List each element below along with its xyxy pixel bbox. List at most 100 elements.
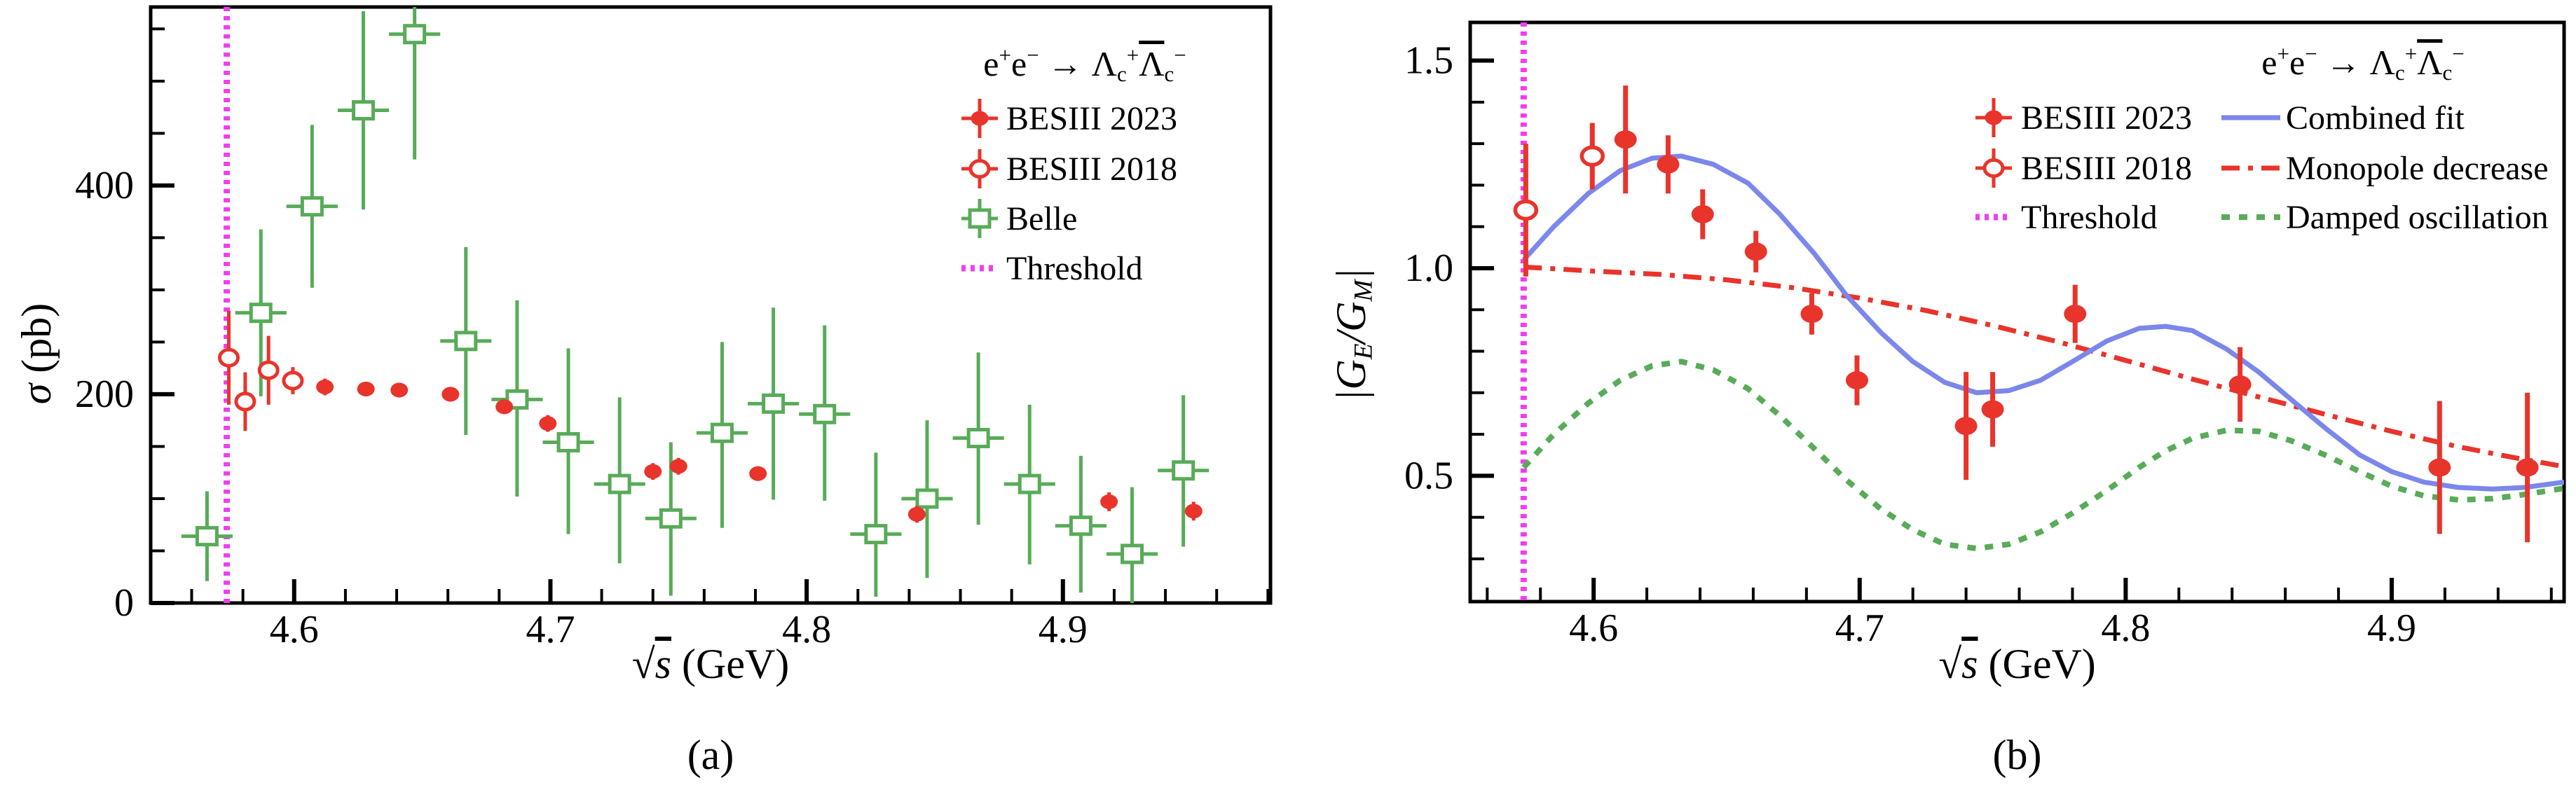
filled-circle-marker bbox=[357, 381, 375, 396]
legend-a: e+e− → Λc+Λc− BESIII 2023 BESIII 2018 Belle… bbox=[961, 43, 1186, 287]
legend-entry-label: BESIII 2018 bbox=[1006, 151, 1177, 188]
filled-circle-marker bbox=[1744, 242, 1767, 261]
filled-circle-marker bbox=[2228, 375, 2252, 394]
open-square-marker bbox=[968, 208, 992, 229]
open-square-marker bbox=[966, 428, 990, 449]
filled-circle-marker bbox=[1657, 155, 1680, 174]
open-square-marker bbox=[1121, 543, 1144, 564]
legend-entry-besiii-2018: BESIII 2018 bbox=[961, 149, 1177, 188]
open-square-marker bbox=[608, 473, 631, 494]
legend-entry-label: Monopole decrease bbox=[2286, 150, 2549, 187]
legend-entry-label: Combined fit bbox=[2286, 99, 2465, 137]
open-square-marker bbox=[556, 431, 580, 452]
x-tick-label: 4.6 bbox=[1569, 607, 1618, 650]
x-axis-label: √s (GeV) bbox=[1938, 641, 2096, 687]
y-tick-label: 400 bbox=[75, 164, 134, 207]
legend-entry-besiii-2023: BESIII 2023 bbox=[1975, 98, 2192, 137]
curve-combined-fit bbox=[1521, 153, 2564, 492]
axis-ticks bbox=[151, 27, 1270, 605]
legend-title: e+e− → Λc+Λc− bbox=[2261, 41, 2464, 85]
open-square-marker bbox=[659, 508, 683, 529]
legend-entry-damped-oscillation: Damped oscillation bbox=[2221, 199, 2549, 236]
filled-circle-marker bbox=[1985, 110, 2003, 125]
filled-circle-marker bbox=[2516, 458, 2539, 477]
filled-circle-marker bbox=[1981, 400, 2004, 419]
chart-a: 4.6 4.7 4.8 4.9 0 200 400 √s (GeV) σ (pb) (a) e+e−… bbox=[13, 5, 1273, 778]
legend-entry-label: Threshold bbox=[2021, 199, 2158, 236]
legend-entry-besiii-2023: BESIII 2023 bbox=[961, 99, 1177, 138]
x-tick-label: 4.9 bbox=[1039, 608, 1088, 651]
legend-entry-combined-fit: Combined fit bbox=[2221, 99, 2465, 137]
series-combined-fit bbox=[1521, 153, 2564, 492]
legend-entry-besiii-2018: BESIII 2018 bbox=[1975, 148, 2192, 188]
filled-circle-marker bbox=[1614, 130, 1637, 149]
x-tick-label: 4.6 bbox=[270, 608, 319, 651]
open-square-marker bbox=[864, 524, 888, 545]
legend-entry-label: Threshold bbox=[1006, 250, 1143, 287]
legend-entry-label: BESIII 2023 bbox=[1006, 100, 1177, 137]
x-tick-label: 4.7 bbox=[1835, 607, 1884, 650]
filled-circle-marker bbox=[2428, 458, 2451, 477]
curve-damped-oscillation bbox=[1521, 359, 2564, 552]
legend-entry-label: BESIII 2018 bbox=[2021, 150, 2192, 187]
x-axis-label: √s (GeV) bbox=[632, 641, 790, 687]
open-circle-marker bbox=[282, 370, 304, 391]
axis-ticks bbox=[1470, 58, 2553, 602]
legend-b: e+e− → Λc+Λc− BESIII 2023 BESIII 2018 Thres… bbox=[1975, 41, 2549, 236]
open-circle-marker bbox=[257, 360, 280, 380]
filled-circle-marker bbox=[1691, 205, 1714, 223]
filled-circle-marker bbox=[1954, 417, 1978, 436]
x-tick-label: 4.8 bbox=[2101, 607, 2150, 650]
filled-circle-marker bbox=[669, 459, 687, 474]
plot-frame bbox=[1468, 20, 2566, 604]
filled-circle-marker bbox=[749, 466, 767, 481]
chart-caption: (a) bbox=[687, 732, 734, 778]
legend-entry-label: Damped oscillation bbox=[2286, 199, 2549, 236]
y-axis-label: σ (pb) bbox=[13, 303, 60, 405]
open-square-marker bbox=[300, 196, 324, 217]
legend-title: e+e− → Λc+Λc− bbox=[983, 43, 1186, 86]
open-square-marker bbox=[1172, 460, 1195, 481]
open-square-marker bbox=[454, 331, 478, 352]
open-square-marker bbox=[403, 24, 427, 45]
filled-circle-marker bbox=[907, 506, 926, 522]
series-belle bbox=[181, 7, 1210, 603]
legend-entry-threshold: Threshold bbox=[961, 250, 1143, 287]
y-tick-label: 0.5 bbox=[1404, 454, 1453, 497]
x-tick-label: 4.9 bbox=[2367, 607, 2416, 650]
open-square-marker bbox=[352, 100, 376, 121]
open-circle-marker bbox=[234, 391, 256, 412]
open-square-marker bbox=[813, 403, 837, 424]
legend-entry-belle: Belle bbox=[961, 199, 1077, 238]
y-tick-label: 1.5 bbox=[1404, 39, 1453, 83]
filled-circle-marker bbox=[441, 387, 460, 402]
filled-circle-marker bbox=[2064, 305, 2087, 324]
series-besiii-2023 bbox=[316, 378, 1203, 523]
open-square-marker bbox=[915, 488, 939, 509]
filled-circle-marker bbox=[495, 399, 514, 415]
filled-circle-marker bbox=[971, 111, 989, 126]
x-tick-label: 4.8 bbox=[782, 608, 831, 651]
open-square-marker bbox=[249, 303, 273, 324]
open-square-marker bbox=[762, 393, 786, 414]
x-tick-label: 4.7 bbox=[526, 608, 575, 651]
series-besiii-2018 bbox=[218, 310, 304, 431]
filled-circle-marker bbox=[644, 464, 662, 479]
filled-circle-marker bbox=[1100, 494, 1118, 509]
open-circle-marker bbox=[1580, 145, 1605, 167]
filled-circle-marker bbox=[1845, 371, 1868, 390]
open-square-marker bbox=[710, 422, 734, 443]
filled-circle-marker bbox=[1800, 305, 1823, 324]
filled-circle-marker bbox=[539, 416, 557, 431]
open-square-marker bbox=[195, 526, 219, 547]
legend-entry-threshold: Threshold bbox=[1975, 199, 2158, 236]
open-circle-marker bbox=[968, 159, 991, 179]
series-besiii-2023 bbox=[1614, 85, 2539, 543]
y-tick-label: 0 bbox=[114, 581, 134, 625]
open-circle-marker bbox=[1982, 158, 2005, 178]
curve-monopole-decrease bbox=[1523, 264, 2564, 469]
open-circle-marker bbox=[1513, 199, 1539, 221]
plot-frame bbox=[149, 5, 1273, 605]
series-besiii-2018 bbox=[1513, 123, 1605, 277]
